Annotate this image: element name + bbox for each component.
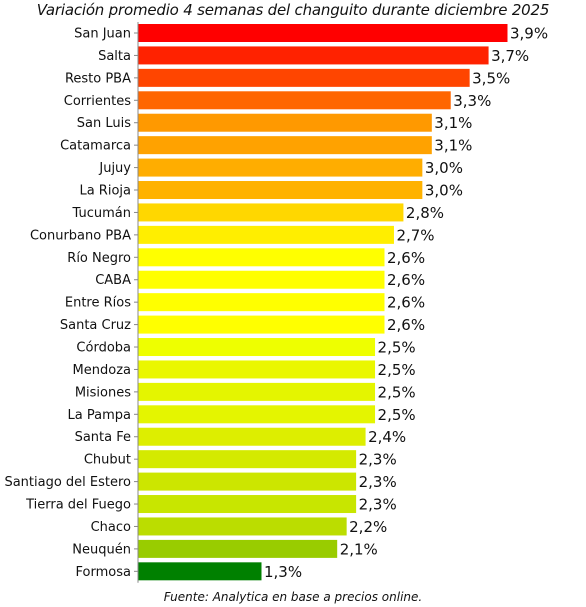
value-label: 3,1%: [434, 114, 472, 132]
bar: [138, 427, 366, 446]
bar: [138, 315, 385, 334]
bar: [138, 382, 376, 401]
category-label: La Rioja: [79, 184, 131, 199]
category-label: San Juan: [74, 27, 131, 42]
category-label: Catamarca: [60, 139, 131, 154]
category-label: Formosa: [76, 565, 131, 580]
value-label: 3,3%: [453, 92, 491, 110]
bar: [138, 68, 470, 87]
bar: [138, 360, 376, 379]
value-label: 2,4%: [368, 428, 406, 446]
category-label: Resto PBA: [65, 71, 131, 86]
category-label: CABA: [95, 273, 131, 288]
chart-source-note: Fuente: Analytica en base a precios onli…: [163, 590, 423, 604]
category-label: Corrientes: [64, 94, 131, 109]
bar: [138, 472, 357, 491]
category-label: Chaco: [91, 520, 131, 535]
value-label: 2,6%: [387, 294, 425, 312]
value-label: 3,1%: [434, 137, 472, 155]
value-label: 3,7%: [491, 47, 529, 65]
bar: [138, 562, 262, 581]
category-label: Río Negro: [67, 251, 131, 266]
category-label: Santiago del Estero: [4, 475, 131, 490]
value-label: 2,7%: [396, 226, 434, 244]
value-label: 2,5%: [378, 406, 416, 424]
value-label: 2,1%: [340, 540, 378, 558]
value-label: 2,5%: [378, 361, 416, 379]
value-label: 3,5%: [472, 69, 510, 87]
bar: [138, 539, 338, 558]
bar: [138, 405, 376, 424]
bar: [138, 517, 347, 536]
bar: [138, 136, 432, 155]
value-label: 2,5%: [378, 383, 416, 401]
value-label: 3,0%: [425, 182, 463, 200]
value-label: 2,8%: [406, 204, 444, 222]
category-label: La Pampa: [68, 408, 131, 423]
category-label: Santa Cruz: [60, 318, 131, 333]
category-label: Salta: [98, 49, 131, 64]
category-label: San Luis: [77, 116, 131, 131]
category-label: Tierra del Fuego: [25, 498, 131, 513]
value-label: 2,5%: [378, 339, 416, 357]
value-label: 2,3%: [359, 451, 397, 469]
bar: [138, 450, 357, 469]
value-label: 3,0%: [425, 159, 463, 177]
value-label: 2,6%: [387, 316, 425, 334]
bar: [138, 181, 423, 200]
category-label: Entre Ríos: [65, 296, 131, 311]
bar: [138, 338, 376, 357]
bar: [138, 46, 489, 65]
bar: [138, 24, 508, 42]
value-label: 2,2%: [349, 518, 387, 536]
bar: [138, 248, 385, 267]
bar: [138, 495, 357, 514]
bar: [138, 113, 432, 132]
bar: [138, 91, 451, 110]
bar: [138, 225, 394, 244]
chart-title: Variación promedio 4 semanas del changui…: [36, 1, 550, 19]
bar: [138, 158, 423, 177]
value-label: 1,3%: [264, 563, 302, 581]
category-label: Chubut: [84, 453, 131, 468]
category-label: Mendoza: [73, 363, 131, 378]
bar: [138, 293, 385, 312]
category-label: Conurbano PBA: [30, 228, 131, 243]
category-label: Córdoba: [76, 341, 131, 356]
value-label: 2,3%: [359, 496, 397, 514]
bar: [138, 270, 385, 289]
category-label: Misiones: [75, 385, 131, 400]
value-label: 2,6%: [387, 249, 425, 267]
bar-chart: San Juan 3,9% Salta 3,7% Resto PBA 3,5% Corrie…: [4, 22, 548, 583]
category-label: Jujuy: [98, 161, 131, 176]
value-label: 2,6%: [387, 271, 425, 289]
category-label: Tucumán: [72, 206, 131, 221]
bar: [138, 203, 404, 222]
value-label: 2,3%: [359, 473, 397, 491]
value-label: 3,9%: [510, 25, 548, 43]
category-label: Neuquén: [72, 542, 131, 557]
category-label: Santa Fe: [75, 430, 131, 445]
